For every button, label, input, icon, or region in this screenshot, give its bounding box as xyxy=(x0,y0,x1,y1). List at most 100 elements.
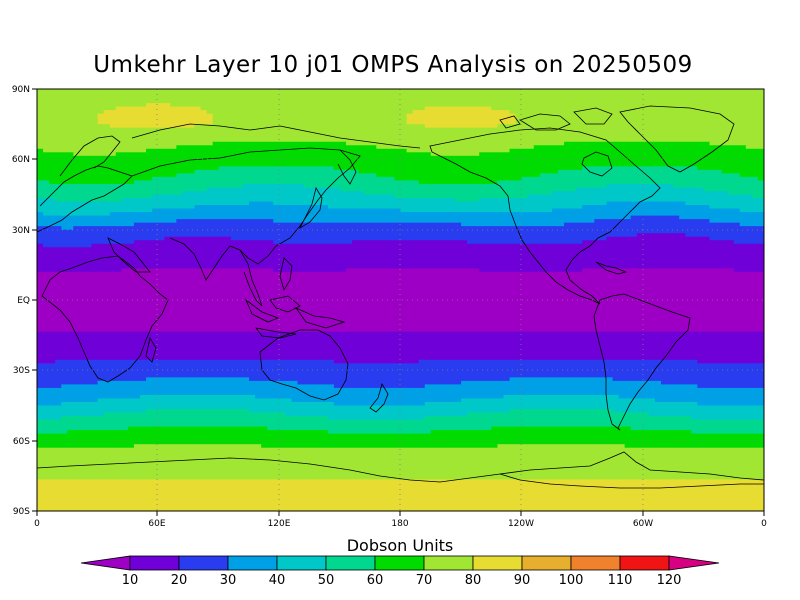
ozone-cell xyxy=(654,398,764,403)
colorbar-tick-label: 80 xyxy=(465,573,482,588)
ozone-cell xyxy=(709,236,764,241)
ozone-cell xyxy=(661,380,764,385)
ozone-cell xyxy=(333,359,420,364)
ozone-cell xyxy=(37,482,764,487)
ozone-cell xyxy=(37,426,129,431)
ozone-cell xyxy=(424,124,499,129)
ozone-cell xyxy=(37,222,135,227)
ozone-cell xyxy=(691,430,764,435)
ozone-cell xyxy=(37,391,764,396)
ozone-cell xyxy=(509,148,764,153)
new-zealand-coast xyxy=(369,383,389,413)
ozone-cell xyxy=(461,398,656,403)
ozone-cell xyxy=(170,103,764,108)
ozone-cell xyxy=(345,141,565,146)
ozone-cell xyxy=(249,409,511,414)
asia-coast xyxy=(131,147,361,265)
ozone-cell xyxy=(424,106,492,111)
ozone-cell xyxy=(127,426,268,431)
ozone-cell xyxy=(352,240,468,245)
ozone-cell xyxy=(515,120,764,125)
ozone-cell xyxy=(297,380,462,385)
ozone-cell xyxy=(37,201,250,206)
ozone-cell xyxy=(152,176,396,182)
ozone-cell xyxy=(333,384,426,389)
ozone-cell xyxy=(67,430,329,435)
ozone-cell xyxy=(303,183,608,189)
ozone-cell xyxy=(400,208,553,213)
ozone-cell xyxy=(37,169,196,174)
ozone-cell xyxy=(479,198,764,203)
ozone-cell xyxy=(37,384,62,389)
ozone-cell xyxy=(37,409,147,414)
ozone-cell xyxy=(624,444,764,449)
ozone-cell xyxy=(37,134,764,139)
ozone-cell xyxy=(37,335,764,340)
ozone-cell xyxy=(55,359,335,364)
ozone-cell xyxy=(412,110,511,115)
ozone-cell xyxy=(430,152,480,157)
ozone-cell xyxy=(212,120,408,125)
ozone-cell xyxy=(37,187,208,192)
colorbar-tick-label: 70 xyxy=(416,573,433,588)
ozone-cell xyxy=(37,307,764,312)
ozone-cell xyxy=(37,124,111,129)
ozone-cell xyxy=(146,148,408,153)
ozone-cell xyxy=(249,201,274,206)
ozone-cell xyxy=(146,377,250,382)
ozone-cell xyxy=(37,89,764,94)
ozone-cell xyxy=(182,190,365,196)
ozone-cell xyxy=(37,433,764,438)
ozone-cell xyxy=(479,268,583,273)
ozone-cell xyxy=(594,219,711,224)
ozone-cell xyxy=(133,222,462,227)
ozone-cell xyxy=(37,493,764,498)
ozone-cell xyxy=(648,412,764,417)
ozone-cell xyxy=(709,141,764,146)
ozone-cell xyxy=(97,398,293,403)
ozone-cell xyxy=(37,278,764,284)
ozone-cell xyxy=(37,141,214,146)
ozone-cell xyxy=(37,289,764,294)
ozone-cell xyxy=(37,412,105,417)
ozone-cell xyxy=(685,233,764,238)
ozone-cell xyxy=(273,201,608,206)
ozone-cell xyxy=(37,507,764,511)
lon-label-0-left: 0 xyxy=(34,519,40,529)
ozone-cell xyxy=(461,222,565,227)
ozone-cell xyxy=(37,173,177,178)
ozone-cell xyxy=(37,285,764,291)
kamchatka-coast xyxy=(337,149,357,185)
ozone-cell xyxy=(751,194,764,199)
ozone-cell xyxy=(37,190,183,196)
ozone-cell xyxy=(757,176,764,182)
africa-coast xyxy=(41,255,169,383)
ozone-cell xyxy=(37,152,74,157)
colorbar-segment xyxy=(129,555,180,571)
grid-lines xyxy=(37,89,764,511)
colorbar-tick-label: 50 xyxy=(318,573,335,588)
colorbar-tick-label: 90 xyxy=(514,573,531,588)
ozone-cell xyxy=(37,250,764,255)
ozone-cell xyxy=(521,176,759,182)
ozone-cell xyxy=(606,201,686,206)
ozone-cell xyxy=(345,268,480,273)
colorbar-tick-label: 10 xyxy=(122,573,139,588)
ozone-cell xyxy=(37,489,764,495)
ozone-cell xyxy=(515,117,764,122)
ozone-cell xyxy=(206,110,414,115)
ozone-cell xyxy=(37,292,764,298)
ozone-cell xyxy=(358,169,559,174)
ozone-cell xyxy=(37,370,764,375)
ozone-cell xyxy=(61,401,335,407)
colorbar-tick-label: 30 xyxy=(220,573,237,588)
ozone-cell xyxy=(37,366,764,371)
ozone-cell xyxy=(37,103,147,108)
ozone-cell xyxy=(73,152,117,157)
ozone-cell xyxy=(37,419,764,424)
madagascar-coast xyxy=(145,336,157,363)
ozone-cell xyxy=(739,173,764,178)
ozone-cell xyxy=(267,426,492,431)
ozone-cell xyxy=(424,384,698,389)
scandinavia-coast xyxy=(59,135,121,177)
